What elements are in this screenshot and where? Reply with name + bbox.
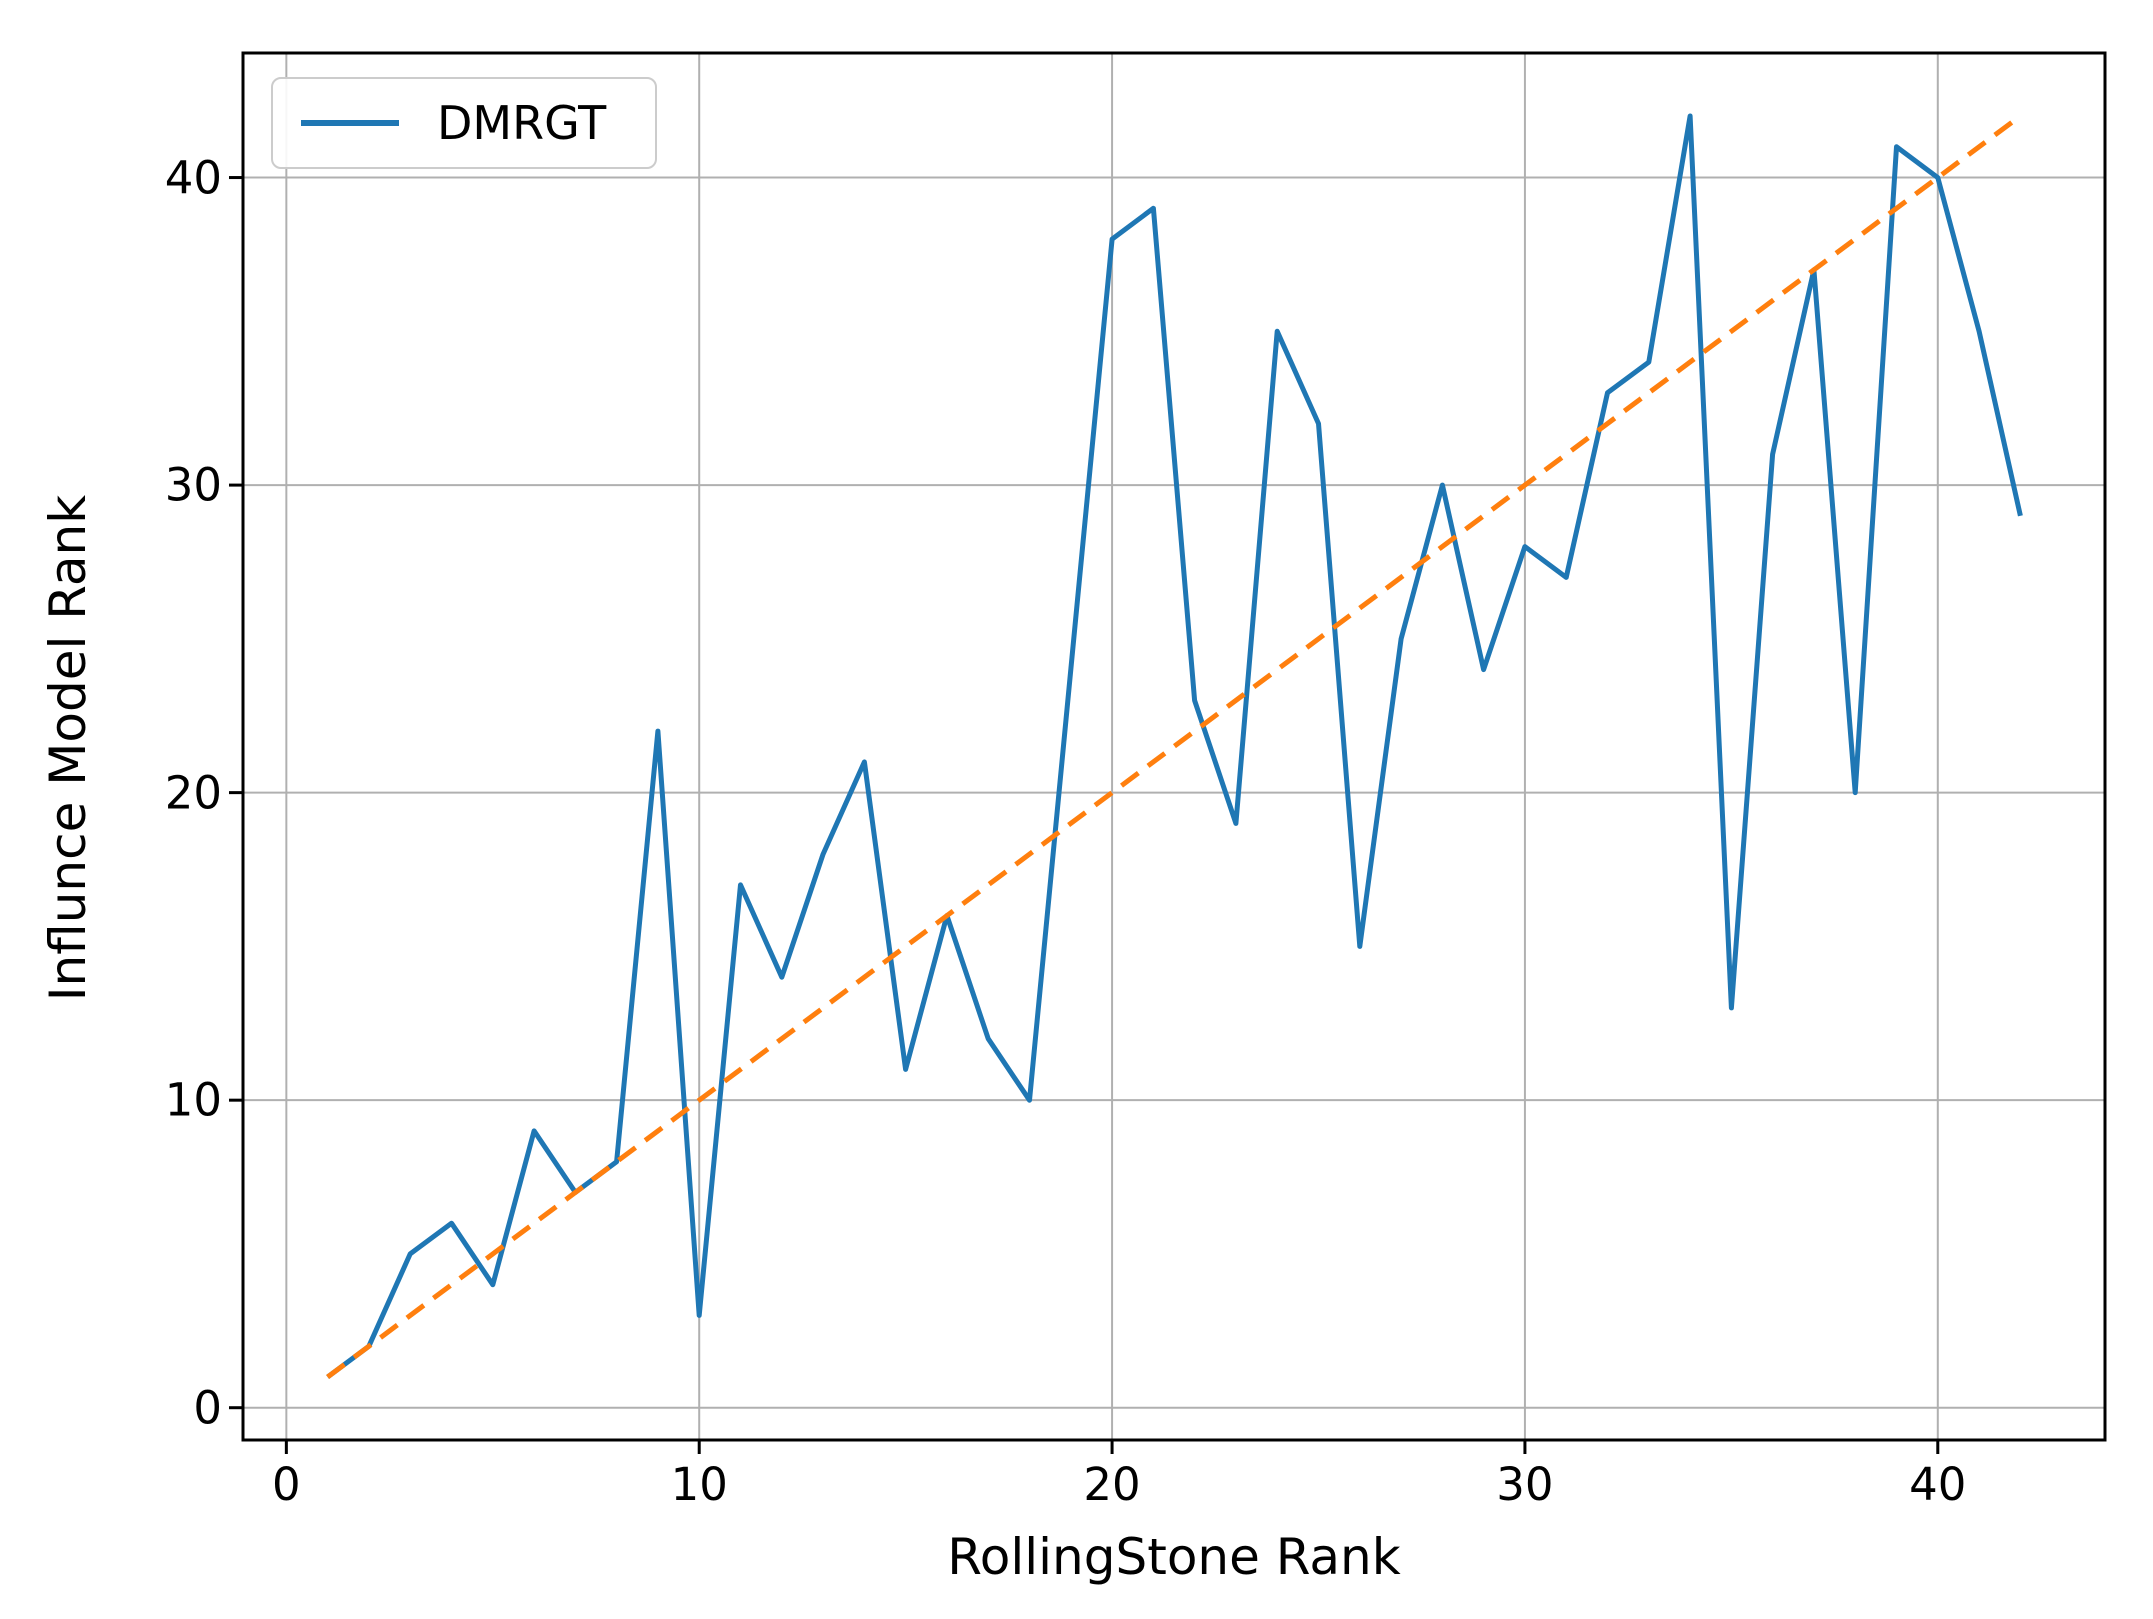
- series-identity-reference: [326, 113, 2022, 1380]
- y-tick-label: 30: [164, 458, 222, 512]
- legend: DMRGT: [271, 77, 657, 169]
- x-tick-label: 10: [670, 1458, 728, 1511]
- legend-line-sample: [301, 120, 399, 126]
- x-tick-label: 40: [1909, 1458, 1967, 1511]
- y-tick-label: 10: [164, 1073, 222, 1127]
- x-axis-label: RollingStone Rank: [947, 1528, 1401, 1586]
- y-axis-label: Influnce Model Rank: [39, 494, 97, 1002]
- legend-label: DMRGT: [437, 96, 607, 150]
- x-tick-label: 0: [272, 1458, 301, 1511]
- y-tick-label: 40: [164, 151, 222, 205]
- y-tick-label: 20: [164, 766, 222, 820]
- axes-spines: [241, 51, 2107, 1442]
- x-tick-label: 30: [1496, 1458, 1554, 1511]
- x-tick-label: 20: [1083, 1458, 1141, 1511]
- y-tick-label: 0: [193, 1381, 222, 1435]
- series-DMRGT: [326, 113, 2023, 1380]
